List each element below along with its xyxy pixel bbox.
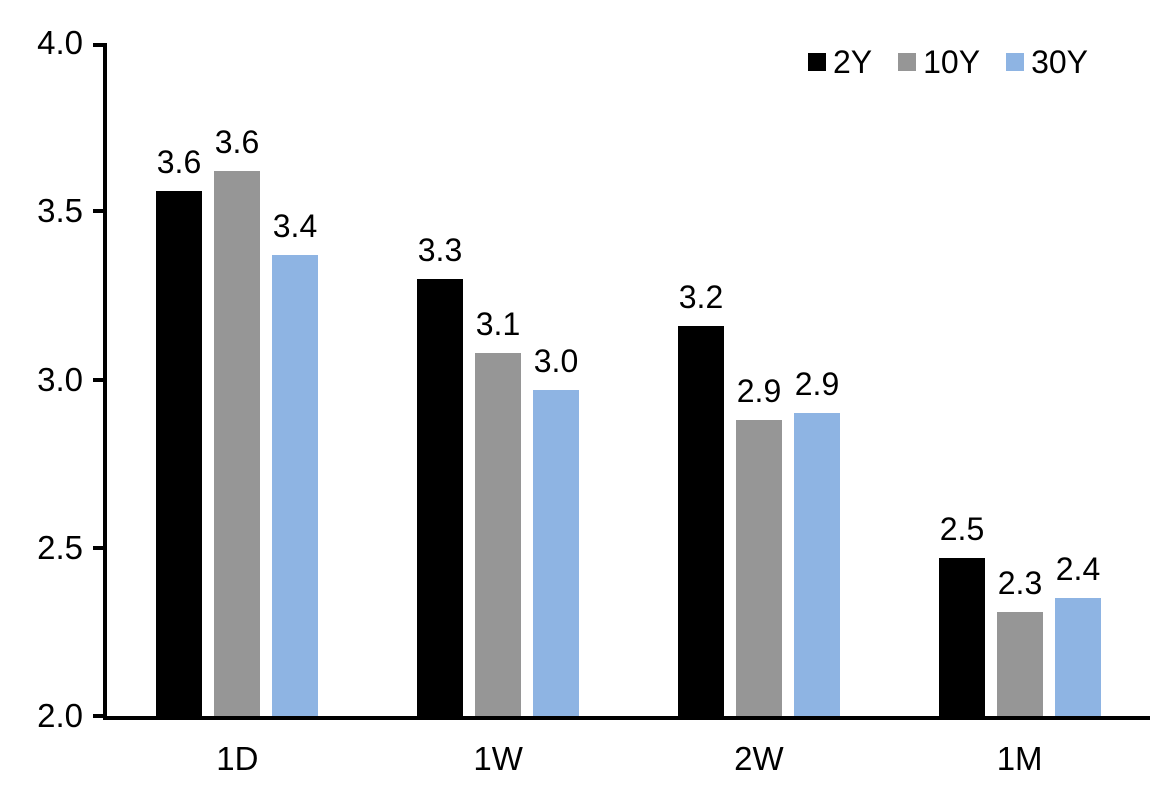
bar-2w-30y [794, 413, 840, 716]
y-tick-mark [93, 43, 107, 47]
y-tick-mark [93, 377, 107, 382]
bar-value-label: 3.0 [533, 343, 579, 379]
bar-value-label: 3.6 [156, 144, 202, 180]
bar-2w-10y [736, 420, 782, 716]
bar-value-label: 2.3 [997, 565, 1043, 601]
legend-item-2y: 2Y [807, 44, 873, 80]
bar-1w-2y [417, 279, 463, 716]
legend-swatch-2y [807, 53, 826, 71]
bar-1d-2y [156, 191, 202, 716]
legend-label: 30Y [1031, 44, 1088, 80]
legend-swatch-10y [898, 53, 917, 71]
y-tick-label: 3.0 [37, 360, 83, 398]
bar-1w-30y [533, 390, 579, 716]
bar-value-label: 2.4 [1055, 551, 1101, 587]
bar-2w-2y [678, 326, 724, 716]
bar-value-label: 3.2 [678, 279, 724, 315]
legend: 2Y 10Y 30Y [807, 44, 1088, 80]
legend-swatch-30y [1006, 53, 1025, 71]
bar-value-label: 2.9 [736, 373, 782, 409]
bar-1m-2y [939, 558, 985, 716]
legend-label: 10Y [923, 44, 981, 80]
plot-area: 4.0 3.5 3.0 2.5 2.0 1D 1W 2W 1M 3.6 3.6 3.… [37, 24, 1150, 777]
bar-value-label: 2.5 [939, 511, 985, 547]
bar-1m-10y [997, 612, 1043, 716]
bar-value-label: 2.9 [794, 366, 840, 402]
y-tick-label: 2.5 [37, 528, 83, 566]
legend-item-30y: 30Y [1006, 46, 1088, 78]
legend-label: 2Y [832, 44, 873, 80]
y-tick-mark [93, 209, 107, 214]
y-tick-label: 4.0 [37, 24, 83, 61]
y-tick-label: 3.5 [37, 192, 83, 230]
bar-1w-10y [475, 353, 521, 716]
bar-value-label: 3.4 [272, 208, 318, 244]
y-tick-mark [93, 714, 107, 718]
bar-1d-30y [272, 255, 318, 716]
x-axis-label: 1W [473, 740, 523, 777]
x-axis-label: 1M [996, 740, 1043, 777]
y-tick-label: 2.0 [37, 697, 83, 734]
legend-item-10y: 10Y [898, 46, 980, 78]
x-axis-label: 2W [734, 740, 784, 777]
x-axis-label: 1D [216, 740, 259, 777]
bar-value-label: 3.6 [214, 124, 260, 160]
bar-1m-30y [1055, 598, 1101, 716]
bar-value-label: 3.1 [475, 306, 521, 342]
bar-value-label: 3.3 [417, 232, 463, 268]
y-tick-mark [93, 545, 107, 550]
bar-1d-10y [214, 171, 260, 716]
